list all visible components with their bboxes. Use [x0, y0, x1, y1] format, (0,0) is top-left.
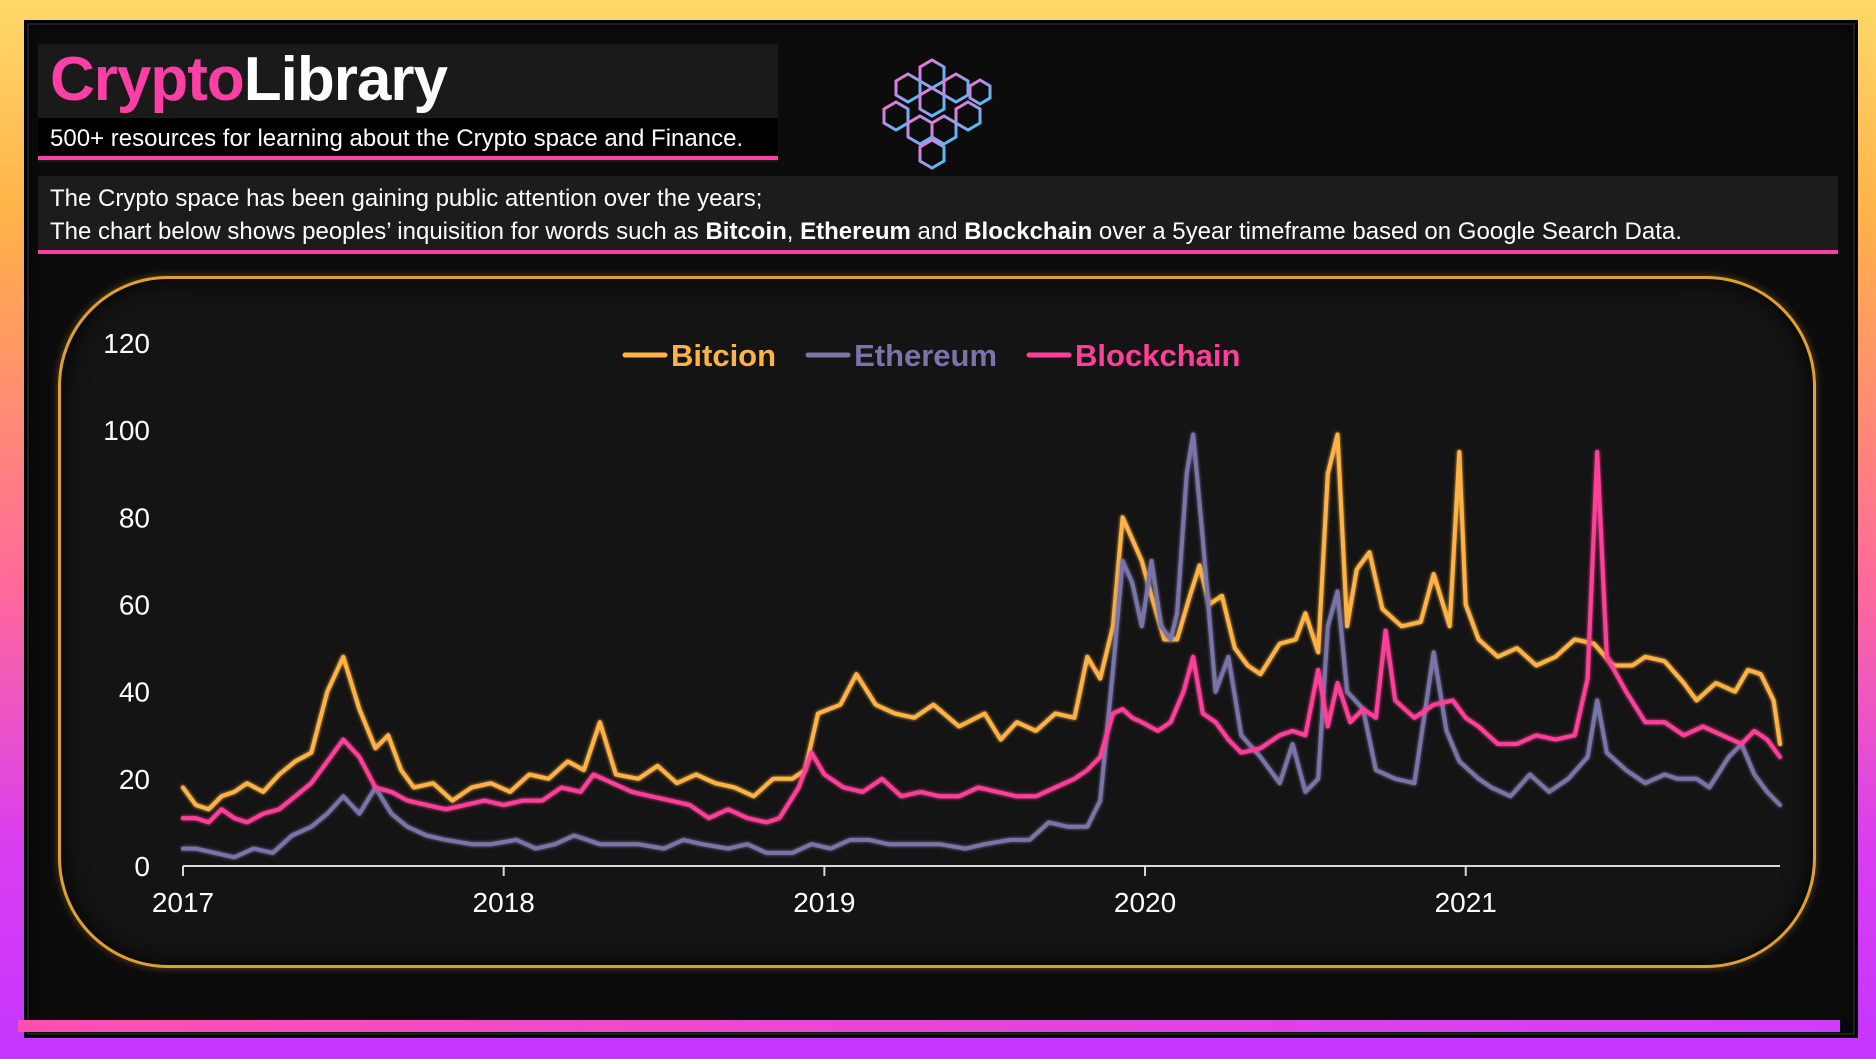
y-tick-label: 0	[134, 851, 150, 882]
legend-label-bitcion: Bitcion	[671, 338, 776, 373]
blockchain-cubes-icon	[882, 58, 992, 170]
term-ethereum: Ethereum	[800, 218, 911, 245]
x-tick-label: 2019	[793, 887, 855, 918]
series-line-ethereum	[181, 432, 1782, 860]
description-line-1: The Crypto space has been gaining public…	[50, 185, 763, 212]
y-tick-label: 60	[119, 590, 150, 621]
x-tick-label: 2018	[473, 887, 535, 918]
description-sep-2: and	[910, 218, 965, 245]
description-line-2: The chart below shows peoples’ inquisiti…	[50, 215, 1838, 248]
x-tick-label: 2020	[1114, 887, 1176, 918]
term-blockchain: Blockchain	[964, 218, 1093, 245]
y-tick-label: 120	[103, 328, 150, 359]
description-prefix: The chart below shows peoples’ inquisiti…	[50, 218, 706, 245]
tagline: 500+ resources for learning about the Cr…	[38, 118, 778, 160]
y-tick-label: 80	[119, 502, 150, 533]
y-tick-label: 20	[119, 764, 150, 795]
y-tick-label: 100	[103, 415, 150, 446]
brand-title: CryptoLibrary	[50, 44, 448, 115]
series-line-bitcion	[181, 432, 1782, 812]
legend-label-ethereum: Ethereum	[854, 338, 997, 373]
term-bitcoin: Bitcoin	[705, 218, 787, 245]
chart-frame	[58, 276, 1816, 968]
legend-label-blockchain: Blockchain	[1075, 338, 1240, 373]
description-suffix: over a 5year timeframe based on Google S…	[1092, 218, 1682, 245]
y-tick-label: 40	[119, 677, 150, 708]
description: The Crypto space has been gaining public…	[38, 176, 1838, 254]
x-tick-label: 2017	[152, 887, 214, 918]
brand-part-1: Crypto	[50, 45, 245, 114]
brand-part-2: Library	[243, 45, 448, 114]
bottom-accent-bar	[18, 1020, 1840, 1032]
description-sep-1: ,	[786, 218, 801, 245]
x-tick-label: 2021	[1435, 887, 1497, 918]
series-line-blockchain	[181, 450, 1782, 825]
